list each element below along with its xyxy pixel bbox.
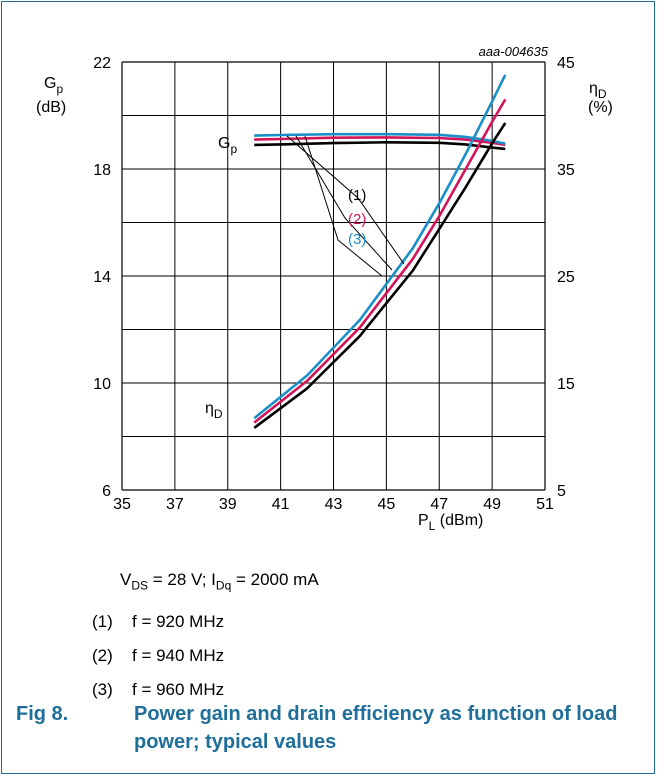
y-right-tick-label: 45 [557, 55, 575, 72]
idq-sub: Dq [216, 578, 231, 592]
y-right-tick-label: 15 [557, 376, 575, 393]
note-text: f = 940 MHz [132, 646, 224, 665]
y-left-axis-label: Gp [44, 75, 63, 96]
caption-text: Power gain and drain efficiency as funct… [134, 700, 654, 756]
x-tick-label: 43 [325, 496, 343, 513]
x-tick-label: 35 [113, 496, 131, 513]
x-tick-label: 49 [483, 496, 501, 513]
y-right-axis-unit: (%) [588, 99, 613, 116]
note-1: (1) f = 920 MHz [92, 612, 224, 632]
vds-label: V [120, 570, 131, 589]
chart: 35 37 39 41 43 45 47 49 51 6 10 14 18 22 5 15 25 35 45 Gp (d… [0, 0, 658, 560]
series-label-3: (3) [348, 231, 366, 248]
y-left-tick-label: 10 [93, 376, 111, 393]
y-right-tick-label: 35 [557, 162, 575, 179]
note-number: (3) [92, 680, 132, 700]
note-3: (3) f = 960 MHz [92, 680, 224, 700]
y-right-tick-label: 25 [557, 269, 575, 286]
note-number: (2) [92, 646, 132, 666]
y-left-axis-unit: (dB) [36, 99, 66, 116]
leader-line-3 [305, 136, 382, 276]
figure-id: aaa-004635 [479, 44, 549, 59]
vds-value: = 28 V; I [148, 570, 216, 589]
x-tick-label: 37 [166, 496, 184, 513]
y-left-tick-label: 18 [93, 162, 111, 179]
note-text: f = 960 MHz [132, 680, 224, 699]
caption-label: Fig 8. [16, 700, 68, 728]
note-number: (1) [92, 612, 132, 632]
eta-curve-label: ηD [205, 400, 223, 421]
note-text: f = 920 MHz [132, 612, 224, 631]
x-tick-label: 47 [430, 496, 448, 513]
y-left-tick-label: 14 [93, 269, 111, 286]
vds-sub: DS [131, 578, 148, 592]
y-left-tick-label: 6 [102, 483, 111, 500]
y-left-tick-label: 22 [93, 55, 111, 72]
x-tick-label: 39 [219, 496, 237, 513]
x-tick-label: 41 [272, 496, 290, 513]
series-label-1: (1) [348, 187, 366, 204]
series-label-2: (2) [348, 211, 366, 228]
test-conditions: VDS = 28 V; IDq = 2000 mA [120, 570, 319, 592]
y-right-tick-label: 5 [557, 483, 566, 500]
x-axis-label: PL (dBm) [418, 512, 483, 533]
note-2: (2) f = 940 MHz [92, 646, 224, 666]
series-line-right-3 [254, 75, 505, 419]
x-tick-label: 51 [536, 496, 554, 513]
x-tick-label: 45 [377, 496, 395, 513]
y-right-axis-label: ηD [589, 80, 607, 101]
idq-value: = 2000 mA [231, 570, 318, 589]
